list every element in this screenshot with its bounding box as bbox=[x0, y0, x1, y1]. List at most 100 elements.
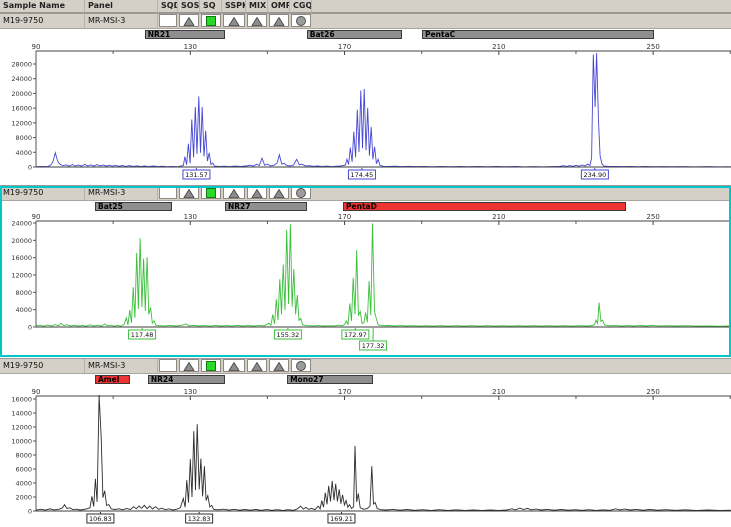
x-tick-label: 90 bbox=[32, 43, 41, 51]
quality-cell-sspk[interactable] bbox=[223, 359, 245, 372]
quality-cell-sqd[interactable] bbox=[159, 359, 177, 372]
sample-name-cell[interactable]: M19-9750 bbox=[0, 359, 85, 373]
x-tick-label: 90 bbox=[32, 213, 41, 221]
peak-label[interactable]: 117.48 bbox=[128, 328, 157, 340]
column-header-omr[interactable]: OMR bbox=[268, 0, 290, 13]
table-header: Sample NamePanelSQDSOSSQSSPKMIXOMRCGQ bbox=[0, 0, 731, 13]
quality-cell-sspk[interactable] bbox=[223, 14, 245, 27]
y-tick-label: 8000 bbox=[15, 289, 32, 297]
column-header-mix[interactable]: MIX bbox=[246, 0, 268, 13]
y-tick-label: 6000 bbox=[15, 466, 32, 474]
x-tick-label: 250 bbox=[646, 213, 659, 221]
quality-cell-sqd[interactable] bbox=[159, 14, 177, 27]
peak-label-box bbox=[341, 329, 370, 340]
peak-label[interactable]: 131.57 bbox=[182, 168, 211, 180]
quality-cell-omr[interactable] bbox=[269, 186, 289, 199]
x-tick-label: 210 bbox=[492, 43, 505, 51]
marker-bar-bat26[interactable]: Bat26 bbox=[306, 30, 403, 39]
y-tick-label: 24000 bbox=[11, 220, 32, 228]
peak-label[interactable]: 106.83 bbox=[86, 512, 115, 524]
quality-cell-sq[interactable] bbox=[201, 186, 221, 199]
x-tick-label: 250 bbox=[646, 43, 659, 51]
electropherogram-chart[interactable]: 90 130 170 210 250 0 4000 8000 12000 16000 20000 24… bbox=[0, 40, 731, 184]
marker-bar-nr27[interactable]: NR27 bbox=[224, 202, 307, 211]
column-header-cgq[interactable]: CGQ bbox=[290, 0, 312, 13]
electropherogram-trace bbox=[35, 223, 731, 328]
flag-triangle-icon bbox=[183, 16, 195, 26]
peak-label[interactable]: 174.45 bbox=[347, 168, 376, 180]
quality-cell-mix[interactable] bbox=[247, 359, 267, 372]
sample-row-group[interactable]: M19-9750 MR-MSI-3 Bat25 NR27 PentaD 90 130 170 2… bbox=[0, 185, 731, 357]
quality-cell-mix[interactable] bbox=[247, 186, 267, 199]
sample-row-group[interactable]: M19-9750 MR-MSI-3 Amel NR24 Mono27 90 130 170 21… bbox=[0, 358, 731, 527]
peak-label[interactable]: 177.32 bbox=[359, 328, 388, 351]
column-header-sq[interactable]: SQ bbox=[200, 0, 222, 13]
flag-triangle-icon bbox=[273, 188, 285, 198]
electropherogram-trace bbox=[35, 394, 731, 512]
electropherogram-trace bbox=[35, 52, 731, 168]
y-tick-label: 20000 bbox=[11, 237, 32, 245]
quality-cell-omr[interactable] bbox=[269, 359, 289, 372]
peak-size-value: 169.21 bbox=[330, 515, 353, 523]
panel-name-cell[interactable]: MR-MSI-3 bbox=[85, 186, 158, 200]
quality-cell-sos[interactable] bbox=[179, 359, 199, 372]
y-tick-label: 16000 bbox=[11, 105, 32, 113]
panel-name-cell[interactable]: MR-MSI-3 bbox=[85, 14, 158, 28]
electropherogram-chart[interactable]: 90 130 170 210 250 0 2000 4000 6000 8000 10000 1200… bbox=[0, 385, 731, 527]
marker-bar-pentad[interactable]: PentaD bbox=[343, 202, 627, 211]
quality-cell-sqd[interactable] bbox=[159, 186, 177, 199]
x-tick-label: 130 bbox=[184, 213, 197, 221]
peak-label-box bbox=[327, 513, 356, 524]
pass-green-square-icon bbox=[206, 15, 216, 26]
peak-size-value: 172.97 bbox=[344, 331, 367, 339]
peak-label[interactable]: 169.21 bbox=[327, 512, 356, 524]
marker-bar-bat25[interactable]: Bat25 bbox=[95, 202, 173, 211]
peak-label[interactable]: 155.32 bbox=[273, 328, 302, 340]
quality-cell-sos[interactable] bbox=[179, 14, 199, 27]
y-tick-label: 16000 bbox=[11, 396, 32, 404]
flag-circle-icon bbox=[296, 360, 306, 371]
column-header-sample-name[interactable]: Sample Name bbox=[0, 0, 85, 13]
marker-bar-pentac[interactable]: PentaC bbox=[422, 30, 654, 39]
quality-cell-sspk[interactable] bbox=[223, 186, 245, 199]
flag-triangle-icon bbox=[251, 188, 263, 198]
column-header-panel[interactable]: Panel bbox=[85, 0, 158, 13]
flag-triangle-icon bbox=[273, 361, 285, 371]
peak-label[interactable]: 234.90 bbox=[580, 168, 609, 180]
electropherogram-chart[interactable]: 90 130 170 210 250 0 4000 8000 12000 16000 20000 24… bbox=[0, 212, 731, 354]
quality-cell-sq[interactable] bbox=[201, 14, 221, 27]
marker-bar-nr24[interactable]: NR24 bbox=[147, 375, 225, 384]
sample-row-group[interactable]: M19-9750 MR-MSI-3 NR21 Bat26 PentaC 90 130 170 2… bbox=[0, 13, 731, 184]
quality-cell-cgq[interactable] bbox=[291, 14, 311, 27]
quality-cell-omr[interactable] bbox=[269, 14, 289, 27]
quality-cell-cgq[interactable] bbox=[291, 359, 311, 372]
y-tick-label: 24000 bbox=[11, 75, 32, 83]
quality-cell-mix[interactable] bbox=[247, 14, 267, 27]
y-tick-label: 4000 bbox=[15, 480, 32, 488]
x-tick-label: 210 bbox=[492, 388, 505, 396]
peak-label[interactable]: 172.97 bbox=[341, 328, 370, 340]
column-header-sos[interactable]: SOS bbox=[178, 0, 200, 13]
sample-name-cell[interactable]: M19-9750 bbox=[0, 14, 85, 28]
peak-label[interactable]: 132.83 bbox=[185, 512, 214, 524]
x-tick-label: 210 bbox=[492, 213, 505, 221]
quality-cell-sos[interactable] bbox=[179, 186, 199, 199]
peak-size-value: 174.45 bbox=[351, 171, 374, 179]
x-tick-label: 90 bbox=[32, 388, 41, 396]
marker-bar-amel[interactable]: Amel bbox=[95, 375, 131, 384]
y-tick-label: 28000 bbox=[11, 61, 32, 69]
column-header-sspk[interactable]: SSPK bbox=[222, 0, 246, 13]
quality-cell-cgq[interactable] bbox=[291, 186, 311, 199]
peak-label-box bbox=[273, 329, 302, 340]
y-tick-label: 12000 bbox=[11, 272, 32, 280]
quality-cell-sq[interactable] bbox=[201, 359, 221, 372]
marker-bar-mono27[interactable]: Mono27 bbox=[287, 375, 374, 384]
peak-label-box bbox=[347, 169, 376, 180]
sample-name-cell[interactable]: M19-9750 bbox=[0, 186, 85, 200]
column-header-sqd[interactable]: SQD bbox=[158, 0, 178, 13]
y-tick-label: 0 bbox=[28, 508, 32, 516]
panel-name-cell[interactable]: MR-MSI-3 bbox=[85, 359, 158, 373]
marker-bar-nr21[interactable]: NR21 bbox=[144, 30, 225, 39]
marker-row: Bat25 NR27 PentaD bbox=[0, 201, 731, 212]
